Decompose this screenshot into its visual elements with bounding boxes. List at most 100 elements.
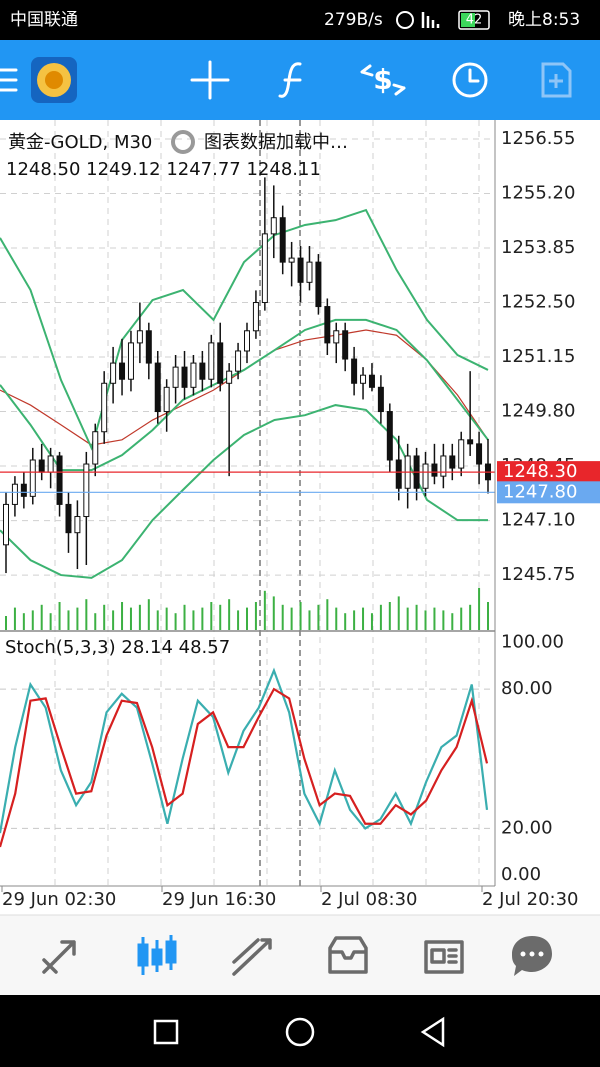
candle-body bbox=[395, 459, 402, 489]
time-label: 2 Jul 08:30 bbox=[321, 889, 418, 910]
trade-button[interactable]: $ bbox=[360, 63, 406, 96]
system-nav bbox=[0, 995, 600, 1067]
candle-body bbox=[154, 362, 161, 413]
svg-text:$: $ bbox=[373, 63, 392, 96]
volume-bar bbox=[362, 607, 365, 630]
chart-tab[interactable] bbox=[137, 935, 177, 975]
bollinger-band bbox=[0, 318, 489, 472]
volume-bar bbox=[156, 610, 159, 630]
volume-bar bbox=[183, 604, 186, 630]
volume-bar bbox=[22, 613, 25, 630]
candle-body bbox=[306, 261, 313, 283]
candle-body bbox=[235, 350, 242, 372]
candle-body bbox=[127, 342, 134, 380]
time-label: 29 Jun 02:30 bbox=[2, 889, 116, 910]
price-tick-label: 1247.10 bbox=[501, 510, 575, 531]
battery-icon bbox=[458, 10, 490, 30]
candle-body bbox=[20, 483, 27, 497]
candle-body bbox=[145, 330, 152, 364]
price-tick-label: 1256.55 bbox=[501, 128, 575, 149]
candle-body bbox=[190, 362, 197, 388]
volume-bar bbox=[13, 607, 16, 630]
candle-body bbox=[11, 483, 18, 505]
volume-bar bbox=[174, 613, 177, 630]
volume-bar bbox=[94, 613, 97, 630]
volume-bar bbox=[58, 602, 61, 630]
loading-spinner bbox=[171, 130, 195, 154]
battery-text: 42 bbox=[466, 13, 483, 28]
candle-body bbox=[244, 330, 250, 352]
candle-body bbox=[324, 306, 331, 344]
volume-bar bbox=[219, 604, 222, 630]
stoch-tick-label: 100.00 bbox=[501, 632, 564, 653]
candle-body bbox=[261, 233, 268, 304]
volume-bar bbox=[31, 610, 34, 630]
candle-body bbox=[467, 439, 474, 445]
candle-body bbox=[74, 516, 81, 534]
bollinger-band bbox=[0, 208, 489, 451]
volume-bar bbox=[40, 604, 43, 630]
volume-bar bbox=[379, 604, 382, 630]
period-button[interactable] bbox=[452, 62, 488, 98]
price-tick-label: 1252.50 bbox=[501, 292, 575, 313]
symbol: 黄金-GOLD, M30 bbox=[8, 132, 152, 153]
candle-body bbox=[270, 217, 277, 235]
candle-body bbox=[333, 330, 340, 344]
ask-line-label: 1247.80 bbox=[503, 481, 577, 502]
quotes-tab[interactable] bbox=[42, 940, 76, 974]
volume-bar bbox=[290, 607, 293, 630]
volume-bar bbox=[406, 607, 409, 630]
menu-button[interactable] bbox=[0, 68, 18, 92]
volume-bar bbox=[424, 610, 427, 630]
volume-bar bbox=[138, 604, 141, 630]
candle-body bbox=[351, 358, 358, 384]
stoch-signal bbox=[0, 687, 489, 848]
volume-bar bbox=[85, 599, 88, 630]
candle-body bbox=[279, 217, 286, 263]
recents-button[interactable] bbox=[153, 1019, 179, 1045]
volume-bar bbox=[317, 604, 320, 630]
volume-bar bbox=[487, 602, 489, 630]
app-icon[interactable] bbox=[31, 57, 77, 103]
volume-bar bbox=[228, 599, 231, 630]
volume-bar bbox=[210, 602, 213, 630]
candle-body bbox=[136, 330, 143, 344]
volume-bar bbox=[49, 613, 52, 630]
volume-bar bbox=[433, 607, 436, 630]
news-tab[interactable] bbox=[424, 940, 464, 974]
volume-bar bbox=[237, 610, 240, 630]
price-tick-label: 1253.85 bbox=[501, 237, 575, 258]
messages-tab[interactable] bbox=[512, 936, 552, 976]
volume-bar bbox=[5, 616, 7, 630]
candle-body bbox=[360, 374, 367, 384]
volume-bar bbox=[192, 610, 195, 630]
trade-tab[interactable] bbox=[232, 938, 272, 976]
candle-body bbox=[458, 439, 465, 469]
candle-body bbox=[252, 302, 259, 332]
volume-bar bbox=[478, 588, 481, 630]
crosshair-button[interactable] bbox=[190, 60, 230, 100]
stoch-tick-label: 20.00 bbox=[501, 817, 553, 838]
price-tick-label: 1255.20 bbox=[501, 182, 575, 203]
price-tick-label: 1251.15 bbox=[501, 346, 575, 367]
clock: 晚上8:53 bbox=[508, 10, 580, 30]
indicator-button[interactable] bbox=[278, 62, 302, 98]
volume-bar bbox=[326, 599, 329, 630]
new-chart-button[interactable] bbox=[541, 62, 572, 98]
bid-line-tag bbox=[497, 461, 600, 484]
candle-body bbox=[377, 386, 384, 413]
volume-bar bbox=[451, 613, 454, 630]
volume-bar bbox=[263, 590, 266, 630]
candle-body bbox=[342, 330, 349, 360]
history-tab[interactable] bbox=[328, 936, 368, 974]
candle-body bbox=[440, 455, 447, 477]
volume-bar bbox=[335, 607, 338, 630]
candle-body bbox=[172, 366, 179, 388]
candle-body bbox=[422, 463, 429, 489]
back-button[interactable] bbox=[420, 1016, 445, 1048]
candle-body bbox=[431, 463, 438, 477]
signal-icon bbox=[421, 12, 440, 28]
volume-bar bbox=[103, 604, 106, 630]
home-button[interactable] bbox=[285, 1017, 315, 1047]
